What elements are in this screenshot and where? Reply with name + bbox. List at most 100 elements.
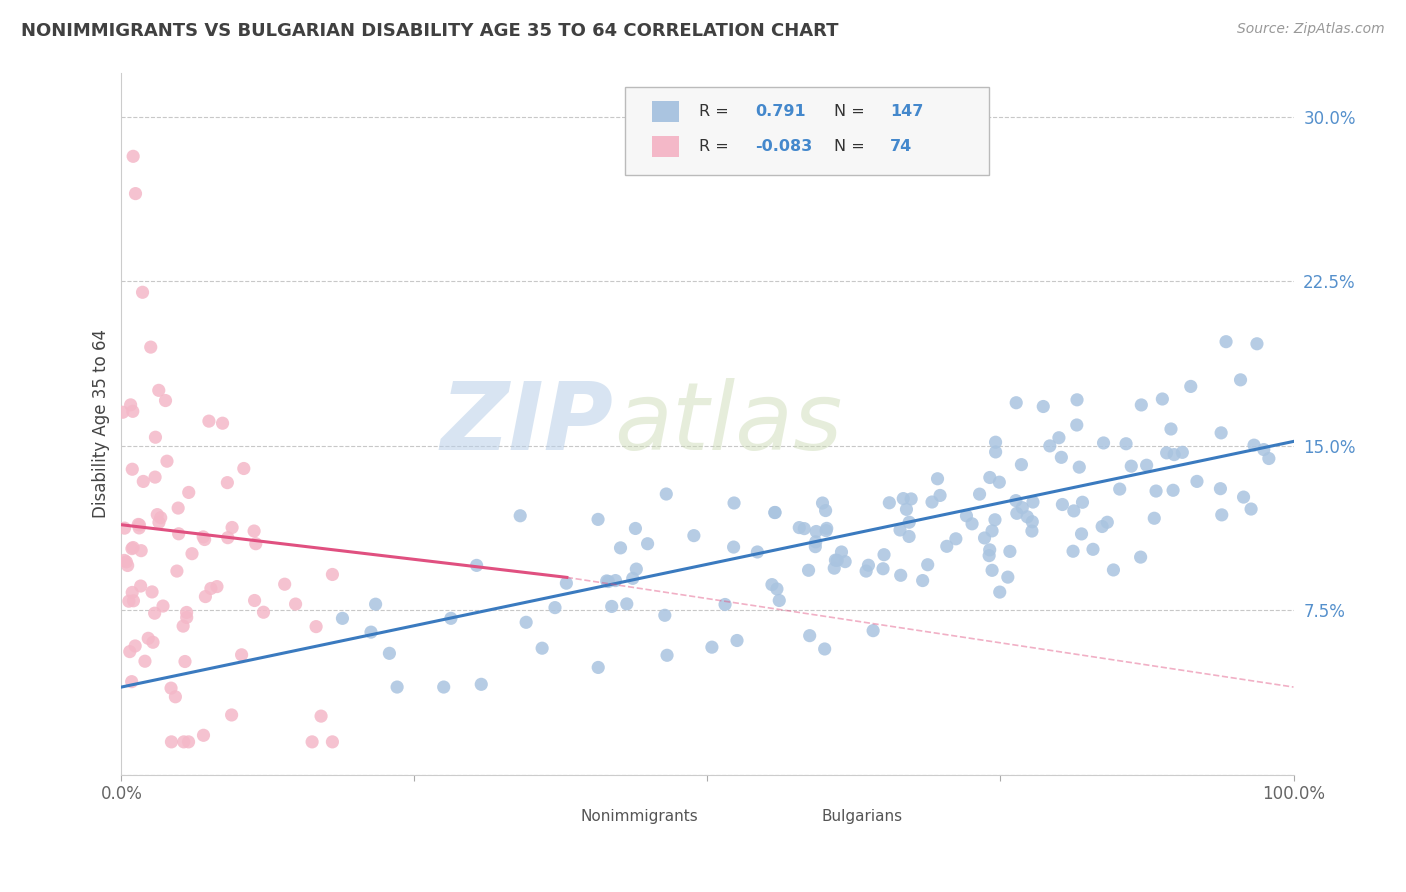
Point [793,522,815,536]
Point [988,475,1011,490]
Point [309,709,332,723]
Point [1017,509,1039,524]
Point [586,512,609,526]
FancyBboxPatch shape [543,808,572,825]
Point [998,544,1021,558]
Point [112,553,135,567]
Point [1005,506,1028,520]
Point [626,562,648,576]
Point [321,567,343,582]
Point [1243,438,1265,452]
Point [984,435,1007,450]
Point [120,398,142,412]
Point [889,523,911,537]
Point [217,531,239,545]
Point [605,574,627,588]
Point [609,541,631,555]
Point [131,285,153,300]
Point [814,503,837,517]
Point [862,624,884,638]
Point [624,521,647,535]
Point [173,735,195,749]
Point [122,594,145,608]
Point [128,521,150,535]
Text: 74: 74 [890,139,912,154]
Point [181,547,204,561]
Text: NONIMMIGRANTS VS BULGARIAN DISABILITY AGE 35 TO 64 CORRELATION CHART: NONIMMIGRANTS VS BULGARIAN DISABILITY AG… [21,22,838,40]
Point [811,496,834,510]
Point [111,405,134,419]
Point [898,515,921,529]
Point [544,600,567,615]
Point [1143,511,1166,525]
Point [799,629,821,643]
Point [132,475,155,489]
Point [160,681,183,695]
Point [160,735,183,749]
Point [787,520,810,534]
Point [1211,425,1233,440]
Point [1130,398,1153,412]
Point [243,593,266,607]
Point [124,186,146,201]
Point [156,454,179,468]
Point [555,576,578,591]
Point [167,526,190,541]
Point [981,563,1004,577]
Text: R =: R = [699,104,730,119]
Text: 147: 147 [890,104,924,119]
Point [152,599,174,613]
Point [830,545,852,559]
Point [911,574,934,588]
Point [1115,436,1137,450]
Point [768,593,790,607]
Point [997,570,1019,584]
Point [305,619,328,633]
Point [890,568,912,582]
Point [198,414,221,428]
Point [1011,500,1033,515]
Point [146,508,169,522]
Point [825,553,848,567]
Point [124,639,146,653]
Point [725,633,748,648]
Point [616,597,638,611]
Point [301,735,323,749]
Point [121,674,143,689]
Point [1215,334,1237,349]
Point [955,508,977,523]
Point [470,677,492,691]
Point [121,404,143,418]
Point [1021,524,1043,538]
Point [166,564,188,578]
Point [723,496,745,510]
Point [117,558,139,573]
Point [217,475,239,490]
FancyBboxPatch shape [652,101,679,122]
Text: N =: N = [834,139,865,154]
Point [1066,392,1088,407]
Point [900,491,922,506]
Point [221,520,243,534]
Point [804,540,827,554]
Point [465,558,488,573]
Text: Nonimmigrants: Nonimmigrants [581,809,699,824]
Point [143,606,166,620]
Text: R =: R = [699,139,730,154]
Point [176,610,198,624]
Point [148,384,170,398]
Point [747,545,769,559]
Point [873,548,896,562]
Point [136,632,159,646]
Point [763,506,786,520]
Point [531,641,554,656]
Point [378,646,401,660]
Point [114,521,136,535]
Point [804,534,827,549]
Point [121,585,143,599]
Text: Bulgarians: Bulgarians [821,809,903,824]
Point [1229,373,1251,387]
Point [596,574,619,588]
Point [360,625,382,640]
Point [1052,498,1074,512]
